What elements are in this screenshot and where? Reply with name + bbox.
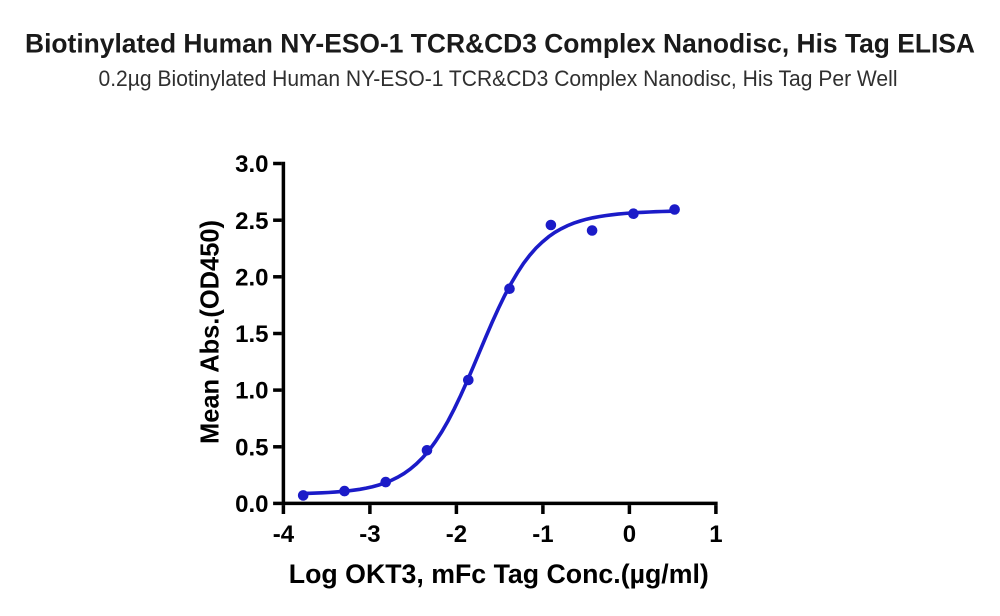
- svg-text:0.5: 0.5: [235, 434, 268, 461]
- svg-text:2.5: 2.5: [235, 208, 268, 235]
- svg-text:1.0: 1.0: [235, 378, 268, 405]
- svg-text:3.0: 3.0: [235, 151, 268, 178]
- svg-text:Mean Abs.(OD450): Mean Abs.(OD450): [195, 220, 225, 444]
- svg-text:Biotinylated Human NY-ESO-1 TC: Biotinylated Human NY-ESO-1 TCR&CD3 Comp…: [25, 29, 975, 59]
- svg-text:0: 0: [623, 521, 636, 548]
- svg-text:-3: -3: [359, 521, 380, 548]
- svg-text:1: 1: [709, 521, 722, 548]
- svg-text:-2: -2: [446, 521, 467, 548]
- svg-text:Log OKT3, mFc Tag Conc.(µg/ml): Log OKT3, mFc Tag Conc.(µg/ml): [289, 559, 709, 589]
- svg-text:-4: -4: [273, 521, 295, 548]
- svg-text:-1: -1: [532, 521, 553, 548]
- svg-text:0.0: 0.0: [235, 491, 268, 518]
- svg-text:0.2µg Biotinylated Human NY-ES: 0.2µg Biotinylated Human NY-ESO-1 TCR&CD…: [99, 66, 898, 91]
- svg-text:2.0: 2.0: [235, 264, 268, 291]
- svg-text:1.5: 1.5: [235, 321, 268, 348]
